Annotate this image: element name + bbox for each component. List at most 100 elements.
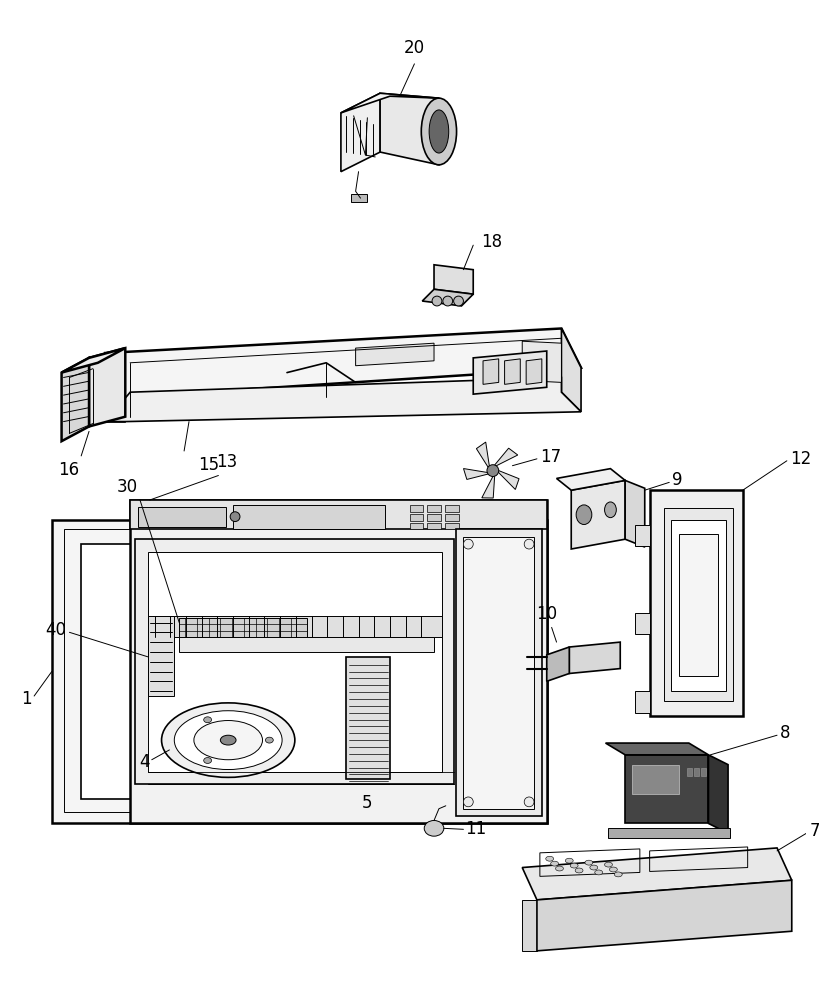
Ellipse shape <box>428 110 448 153</box>
Ellipse shape <box>220 735 236 745</box>
Polygon shape <box>147 552 441 772</box>
Text: 18: 18 <box>481 233 501 251</box>
Polygon shape <box>61 348 125 373</box>
Text: 7: 7 <box>808 822 819 840</box>
Polygon shape <box>89 348 125 426</box>
Ellipse shape <box>230 512 240 522</box>
Polygon shape <box>546 647 568 681</box>
Polygon shape <box>536 880 791 951</box>
Polygon shape <box>138 507 226 527</box>
Polygon shape <box>135 539 453 784</box>
Ellipse shape <box>463 797 473 807</box>
Polygon shape <box>427 505 441 512</box>
Text: 40: 40 <box>45 621 66 639</box>
Ellipse shape <box>442 296 452 306</box>
Text: 16: 16 <box>58 461 79 479</box>
Text: 10: 10 <box>536 605 557 623</box>
Ellipse shape <box>486 465 498 476</box>
Ellipse shape <box>203 758 211 763</box>
Polygon shape <box>444 505 458 512</box>
Polygon shape <box>649 490 742 716</box>
Ellipse shape <box>523 797 533 807</box>
Ellipse shape <box>555 866 563 871</box>
Ellipse shape <box>574 868 582 873</box>
Text: 12: 12 <box>789 450 810 468</box>
Polygon shape <box>106 397 125 422</box>
Polygon shape <box>409 505 423 512</box>
Text: 11: 11 <box>465 820 486 838</box>
Ellipse shape <box>604 502 616 518</box>
Polygon shape <box>179 637 433 652</box>
Text: 17: 17 <box>539 448 560 466</box>
Polygon shape <box>497 471 518 489</box>
Polygon shape <box>444 514 458 521</box>
Polygon shape <box>482 475 494 498</box>
Polygon shape <box>341 93 438 113</box>
Polygon shape <box>444 523 458 529</box>
Polygon shape <box>409 514 423 521</box>
Polygon shape <box>571 480 624 549</box>
Polygon shape <box>526 359 541 384</box>
Ellipse shape <box>569 863 577 868</box>
Polygon shape <box>346 657 390 779</box>
Polygon shape <box>608 828 729 838</box>
Polygon shape <box>678 534 717 676</box>
Polygon shape <box>463 469 488 479</box>
Polygon shape <box>130 500 546 529</box>
Polygon shape <box>427 523 441 529</box>
Ellipse shape <box>550 861 558 866</box>
Ellipse shape <box>453 296 463 306</box>
Text: 15: 15 <box>198 456 219 474</box>
Polygon shape <box>106 328 581 397</box>
Polygon shape <box>708 755 727 833</box>
Polygon shape <box>522 341 561 382</box>
Text: 9: 9 <box>672 471 682 489</box>
Polygon shape <box>631 765 678 794</box>
Ellipse shape <box>174 711 282 770</box>
Polygon shape <box>433 265 473 294</box>
Text: 5: 5 <box>362 794 372 812</box>
Polygon shape <box>455 529 541 816</box>
Polygon shape <box>561 328 581 412</box>
Ellipse shape <box>423 820 443 836</box>
Polygon shape <box>380 93 438 165</box>
Polygon shape <box>81 544 522 799</box>
Ellipse shape <box>564 858 572 863</box>
Ellipse shape <box>463 539 473 549</box>
Polygon shape <box>482 359 498 384</box>
Polygon shape <box>61 358 89 441</box>
Polygon shape <box>355 343 433 366</box>
Ellipse shape <box>193 721 262 760</box>
Polygon shape <box>522 900 536 951</box>
Text: 8: 8 <box>779 724 790 742</box>
Text: 4: 4 <box>139 753 150 771</box>
Polygon shape <box>341 93 380 172</box>
Ellipse shape <box>265 737 273 743</box>
Polygon shape <box>463 537 533 809</box>
Polygon shape <box>568 642 619 673</box>
Polygon shape <box>427 514 441 521</box>
Polygon shape <box>473 351 546 394</box>
Polygon shape <box>522 848 791 900</box>
Polygon shape <box>233 505 385 529</box>
Polygon shape <box>351 194 367 202</box>
Ellipse shape <box>545 856 553 861</box>
Ellipse shape <box>584 860 592 865</box>
Polygon shape <box>556 469 624 490</box>
Polygon shape <box>699 768 704 776</box>
Polygon shape <box>604 743 708 755</box>
Polygon shape <box>634 691 649 713</box>
Ellipse shape <box>589 865 597 870</box>
Ellipse shape <box>203 717 211 723</box>
Text: 13: 13 <box>216 453 238 471</box>
Ellipse shape <box>523 539 533 549</box>
Ellipse shape <box>421 98 456 165</box>
Polygon shape <box>504 359 519 384</box>
Polygon shape <box>624 755 708 823</box>
Polygon shape <box>179 618 306 637</box>
Polygon shape <box>130 500 546 823</box>
Polygon shape <box>624 480 644 547</box>
Polygon shape <box>106 377 581 422</box>
Polygon shape <box>147 616 174 696</box>
Ellipse shape <box>576 505 591 525</box>
